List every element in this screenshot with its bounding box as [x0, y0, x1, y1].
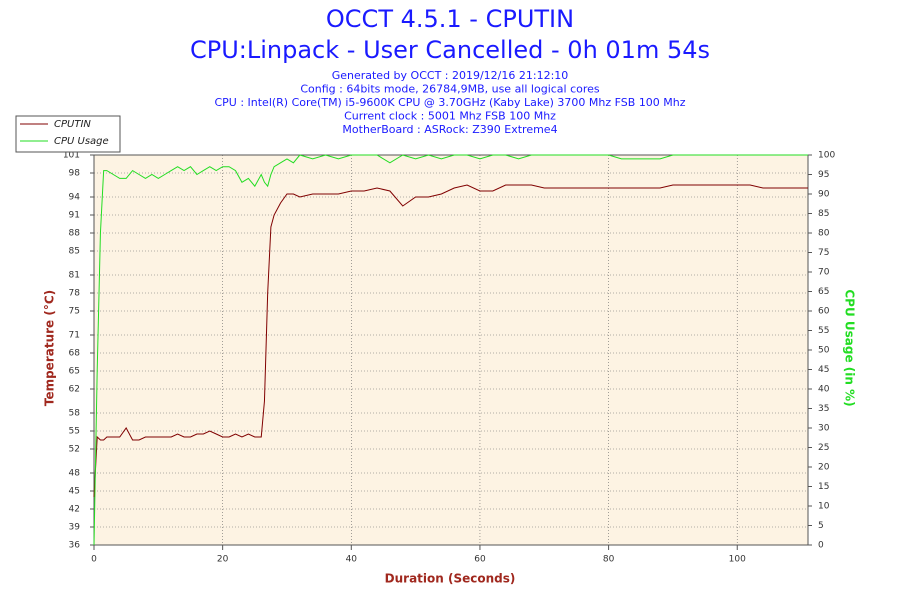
y2-tick-label: 35 — [818, 404, 829, 414]
info-line: MotherBoard : ASRock: Z390 Extreme4 — [342, 123, 557, 136]
y2-tick-label: 40 — [818, 385, 830, 395]
y-tick-label: 88 — [69, 229, 81, 239]
legend-label: CPU Usage — [54, 136, 109, 147]
y-tick-label: 62 — [69, 385, 80, 395]
chart-title: OCCT 4.5.1 - CPUTIN — [326, 5, 574, 33]
y2-tick-label: 50 — [818, 346, 830, 356]
chart-subtitle: CPU:Linpack - User Cancelled - 0h 01m 54… — [190, 36, 710, 64]
y2-tick-label: 80 — [818, 229, 830, 239]
y2-tick-label: 85 — [818, 209, 829, 219]
y-tick-label: 58 — [69, 409, 81, 419]
y-tick-label: 85 — [69, 247, 80, 257]
y-tick-label: 75 — [69, 307, 80, 317]
y-tick-label: 81 — [69, 271, 80, 281]
y-axis-label: Temperature (°C) — [43, 290, 57, 406]
y2-tick-label: 75 — [818, 248, 829, 258]
info-line: Config : 64bits mode, 26784,9MB, use all… — [300, 83, 600, 96]
x-tick-label: 80 — [603, 555, 615, 565]
info-line: Generated by OCCT : 2019/12/16 21:12:10 — [332, 69, 569, 82]
legend-box — [15, 115, 121, 153]
y-tick-label: 71 — [69, 331, 80, 341]
x-tick-label: 40 — [346, 555, 358, 565]
y2-tick-label: 5 — [818, 521, 824, 531]
y-tick-label: 101 — [63, 151, 80, 161]
y2-tick-label: 15 — [818, 482, 829, 492]
y2-tick-label: 30 — [818, 424, 830, 434]
y-tick-label: 94 — [69, 193, 81, 203]
y-tick-label: 42 — [69, 505, 80, 515]
x-tick-label: 20 — [217, 555, 229, 565]
y-tick-label: 45 — [69, 487, 80, 497]
y2-tick-label: 25 — [818, 443, 829, 453]
y2-tick-label: 65 — [818, 287, 829, 297]
y2-tick-label: 55 — [818, 326, 829, 336]
y-tick-label: 91 — [69, 211, 80, 221]
y-tick-label: 55 — [69, 427, 80, 437]
y-tick-label: 36 — [69, 541, 81, 551]
y-tick-label: 52 — [69, 445, 80, 455]
y2-tick-label: 20 — [818, 463, 830, 473]
y-tick-label: 65 — [69, 367, 80, 377]
y2-tick-label: 90 — [818, 190, 830, 200]
series-line — [93, 154, 808, 546]
y-tick-label: 78 — [69, 289, 81, 299]
y2-tick-label: 95 — [818, 170, 829, 180]
y-tick-label: 48 — [69, 469, 81, 479]
y-tick-label: 68 — [69, 349, 81, 359]
legend-label: CPUTIN — [54, 119, 91, 130]
y2-tick-label: 60 — [818, 307, 830, 317]
x-tick-label: 100 — [729, 555, 746, 565]
plot-frame — [93, 154, 809, 546]
y-tick-label: 98 — [69, 169, 81, 179]
y2-tick-label: 45 — [818, 365, 829, 375]
y2-tick-label: 100 — [818, 151, 835, 161]
plot-area — [94, 155, 808, 545]
y2-tick-label: 0 — [818, 541, 824, 551]
y2-tick-label: 70 — [818, 268, 830, 278]
series-line — [93, 184, 808, 498]
y-tick-label: 39 — [69, 523, 81, 533]
info-line: Current clock : 5001 Mhz FSB 100 Mhz — [344, 110, 556, 123]
y2-axis-label: CPU Usage (in %) — [843, 289, 857, 406]
x-tick-label: 0 — [91, 555, 97, 565]
x-axis-label: Duration (Seconds) — [385, 572, 516, 586]
info-line: CPU : Intel(R) Core(TM) i5-9600K CPU @ 3… — [214, 96, 685, 109]
y2-tick-label: 10 — [818, 502, 830, 512]
x-tick-label: 60 — [474, 555, 486, 565]
